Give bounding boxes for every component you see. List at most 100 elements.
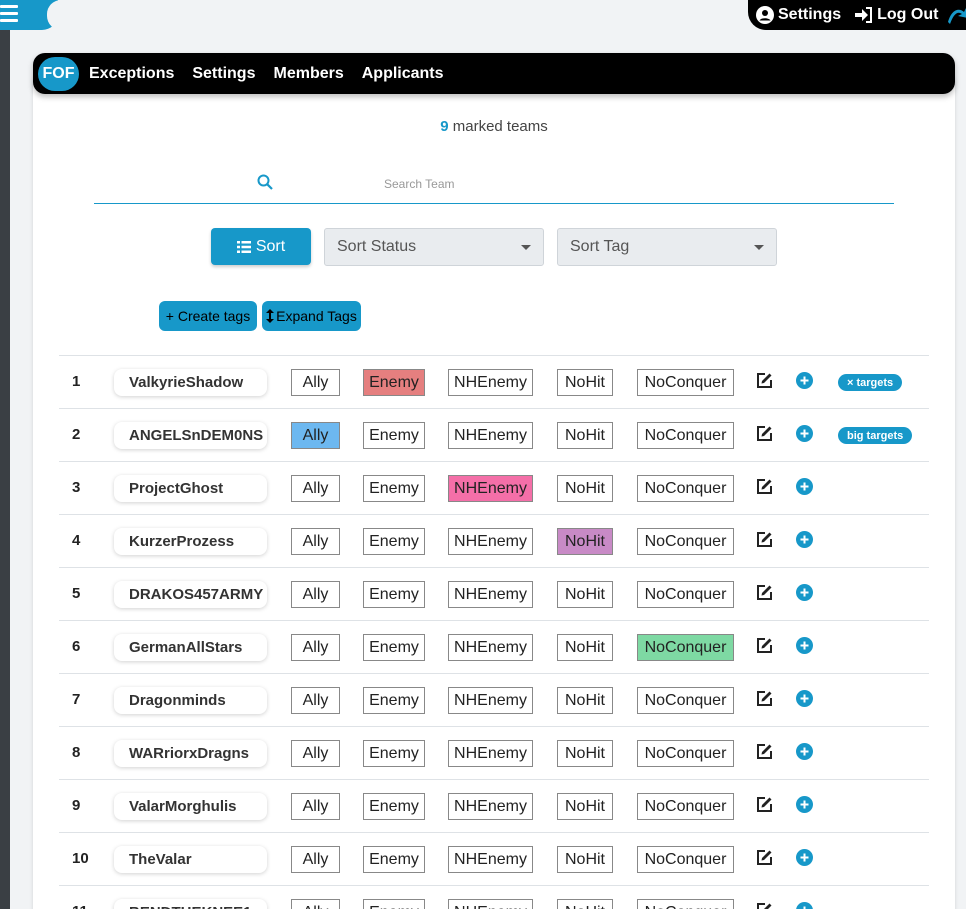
status-ally-button[interactable]: Ally xyxy=(291,475,340,502)
menu-toggle[interactable] xyxy=(0,0,67,30)
edit-icon[interactable] xyxy=(756,584,773,606)
edit-icon[interactable] xyxy=(756,372,773,394)
status-nohit-button[interactable]: NoHit xyxy=(557,634,613,661)
expand-tags-button[interactable]: Expand Tags xyxy=(262,301,361,331)
status-nhenemy-button[interactable]: NHEnemy xyxy=(448,793,533,820)
status-nhenemy-button[interactable]: NHEnemy xyxy=(448,899,533,909)
tag-badge[interactable]: × targets xyxy=(838,374,903,391)
status-noconquer-button[interactable]: NoConquer xyxy=(637,793,734,820)
status-enemy-button[interactable]: Enemy xyxy=(363,634,425,661)
plus-circle-icon[interactable] xyxy=(796,796,813,818)
status-ally-button[interactable]: Ally xyxy=(291,634,340,661)
edit-icon[interactable] xyxy=(756,425,773,447)
team-name[interactable]: TheValar xyxy=(114,846,267,873)
status-noconquer-button[interactable]: NoConquer xyxy=(637,369,734,396)
plus-circle-icon[interactable] xyxy=(796,584,813,606)
status-enemy-button[interactable]: Enemy xyxy=(363,475,425,502)
status-noconquer-button[interactable]: NoConquer xyxy=(637,687,734,714)
status-ally-button[interactable]: Ally xyxy=(291,899,340,909)
edit-icon[interactable] xyxy=(756,796,773,818)
status-noconquer-button[interactable]: NoConquer xyxy=(637,422,734,449)
plus-circle-icon[interactable] xyxy=(796,849,813,871)
status-enemy-button[interactable]: Enemy xyxy=(363,899,425,909)
status-nohit-button[interactable]: NoHit xyxy=(557,369,613,396)
plus-circle-icon[interactable] xyxy=(796,902,813,909)
edit-icon[interactable] xyxy=(756,902,773,909)
status-noconquer-button[interactable]: NoConquer xyxy=(637,528,734,555)
status-nohit-button[interactable]: NoHit xyxy=(557,793,613,820)
tab-settings[interactable]: Settings xyxy=(192,64,256,82)
edit-icon[interactable] xyxy=(756,690,773,712)
edit-icon[interactable] xyxy=(756,637,773,659)
team-name[interactable]: BENDTHEKNEE1 xyxy=(114,899,267,909)
status-nohit-button[interactable]: NoHit xyxy=(557,581,613,608)
plus-circle-icon[interactable] xyxy=(796,637,813,659)
status-nhenemy-button[interactable]: NHEnemy xyxy=(448,528,533,555)
status-enemy-button[interactable]: Enemy xyxy=(363,422,425,449)
settings-link[interactable]: Settings xyxy=(756,6,841,24)
refresh-icon[interactable] xyxy=(946,2,966,31)
create-tags-button[interactable]: + Create tags xyxy=(159,301,257,331)
status-nhenemy-button[interactable]: NHEnemy xyxy=(448,475,533,502)
status-ally-button[interactable]: Ally xyxy=(291,581,340,608)
status-enemy-button[interactable]: Enemy xyxy=(363,687,425,714)
edit-icon[interactable] xyxy=(756,531,773,553)
status-noconquer-button[interactable]: NoConquer xyxy=(637,634,734,661)
status-ally-button[interactable]: Ally xyxy=(291,369,340,396)
plus-circle-icon[interactable] xyxy=(796,425,813,447)
tag-badge[interactable]: big targets xyxy=(838,427,913,444)
status-nhenemy-button[interactable]: NHEnemy xyxy=(448,846,533,873)
status-noconquer-button[interactable]: NoConquer xyxy=(637,899,734,909)
status-ally-button[interactable]: Ally xyxy=(291,422,340,449)
plus-circle-icon[interactable] xyxy=(796,531,813,553)
status-ally-button[interactable]: Ally xyxy=(291,846,340,873)
search-input[interactable] xyxy=(384,174,784,194)
team-name[interactable]: ANGELSnDEM0NS xyxy=(114,422,267,449)
status-enemy-button[interactable]: Enemy xyxy=(363,846,425,873)
status-nohit-button[interactable]: NoHit xyxy=(557,528,613,555)
plus-circle-icon[interactable] xyxy=(796,743,813,765)
team-name[interactable]: GermanAllStars xyxy=(114,634,267,661)
team-name[interactable]: ValkyrieShadow xyxy=(114,369,267,396)
sort-tag-select[interactable]: Sort Tag xyxy=(557,228,777,266)
status-noconquer-button[interactable]: NoConquer xyxy=(637,475,734,502)
status-nhenemy-button[interactable]: NHEnemy xyxy=(448,740,533,767)
status-ally-button[interactable]: Ally xyxy=(291,740,340,767)
edit-icon[interactable] xyxy=(756,849,773,871)
status-nhenemy-button[interactable]: NHEnemy xyxy=(448,634,533,661)
status-nhenemy-button[interactable]: NHEnemy xyxy=(448,687,533,714)
team-name[interactable]: KurzerProzess xyxy=(114,528,267,555)
status-nohit-button[interactable]: NoHit xyxy=(557,740,613,767)
edit-icon[interactable] xyxy=(756,478,773,500)
logout-link[interactable]: Log Out xyxy=(855,6,938,24)
plus-circle-icon[interactable] xyxy=(796,478,813,500)
team-name[interactable]: ProjectGhost xyxy=(114,475,267,502)
status-enemy-button[interactable]: Enemy xyxy=(363,528,425,555)
status-nhenemy-button[interactable]: NHEnemy xyxy=(448,422,533,449)
status-nhenemy-button[interactable]: NHEnemy xyxy=(448,369,533,396)
status-nohit-button[interactable]: NoHit xyxy=(557,899,613,909)
status-enemy-button[interactable]: Enemy xyxy=(363,369,425,396)
tab-applicants[interactable]: Applicants xyxy=(361,64,444,82)
status-ally-button[interactable]: Ally xyxy=(291,528,340,555)
plus-circle-icon[interactable] xyxy=(796,372,813,394)
status-nohit-button[interactable]: NoHit xyxy=(557,687,613,714)
status-enemy-button[interactable]: Enemy xyxy=(363,740,425,767)
tab-fof[interactable]: FOF xyxy=(38,56,79,91)
status-nhenemy-button[interactable]: NHEnemy xyxy=(448,581,533,608)
status-noconquer-button[interactable]: NoConquer xyxy=(637,581,734,608)
status-enemy-button[interactable]: Enemy xyxy=(363,581,425,608)
status-noconquer-button[interactable]: NoConquer xyxy=(637,846,734,873)
team-name[interactable]: ValarMorghulis xyxy=(114,793,267,820)
status-nohit-button[interactable]: NoHit xyxy=(557,422,613,449)
sort-button[interactable]: Sort xyxy=(211,228,311,265)
status-enemy-button[interactable]: Enemy xyxy=(363,793,425,820)
status-ally-button[interactable]: Ally xyxy=(291,793,340,820)
team-name[interactable]: WARriorxDragns xyxy=(114,740,267,767)
team-name[interactable]: DRAKOS457ARMY xyxy=(114,581,267,608)
edit-icon[interactable] xyxy=(756,743,773,765)
status-ally-button[interactable]: Ally xyxy=(291,687,340,714)
status-noconquer-button[interactable]: NoConquer xyxy=(637,740,734,767)
team-name[interactable]: Dragonminds xyxy=(114,687,267,714)
tab-exceptions[interactable]: Exceptions xyxy=(89,64,175,82)
